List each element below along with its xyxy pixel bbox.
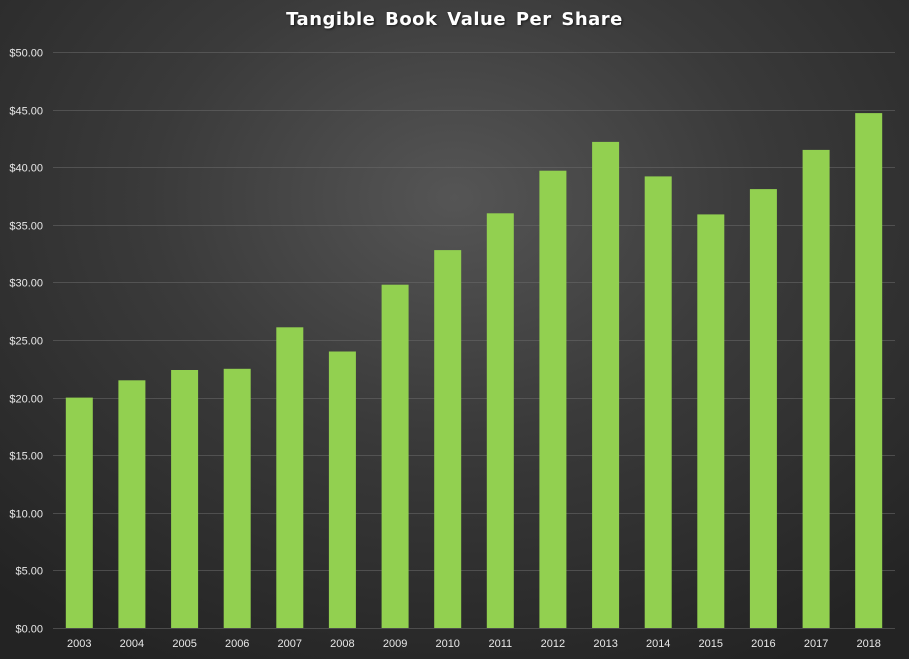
x-tick-label: 2007 (278, 638, 302, 650)
x-tick-label: 2011 (488, 638, 512, 650)
chart-title: Tangible Book Value Per Share (286, 9, 623, 30)
y-tick-label: $10.00 (9, 509, 43, 521)
y-tick-label: $50.00 (9, 48, 43, 60)
bar-2012 (539, 170, 567, 628)
x-tick-label: 2003 (67, 638, 91, 650)
y-tick-label: $5.00 (15, 566, 43, 578)
y-tick-label: $45.00 (9, 106, 43, 118)
bar-2014 (644, 176, 672, 628)
bar-2007 (276, 327, 304, 628)
bar-2006 (223, 368, 251, 628)
y-tick-label: $20.00 (9, 394, 43, 406)
bar-2011 (486, 213, 514, 629)
x-tick-label: 2008 (330, 638, 354, 650)
bar-2009 (381, 284, 409, 628)
x-tick-label: 2005 (172, 638, 196, 650)
bar-2018 (855, 113, 883, 629)
bar-2005 (171, 370, 199, 628)
y-tick-label: $40.00 (9, 163, 43, 175)
y-tick-label: $0.00 (15, 624, 43, 636)
x-tick-label: 2016 (751, 638, 775, 650)
bars (65, 113, 883, 629)
x-tick-label: 2012 (541, 638, 565, 650)
y-tick-label: $25.00 (9, 336, 43, 348)
x-tick-label: 2010 (435, 638, 459, 650)
x-tick-label: 2018 (856, 638, 880, 650)
y-tick-label: $15.00 (9, 451, 43, 463)
x-tick-label: 2014 (646, 638, 670, 650)
bar-2015 (697, 214, 725, 628)
x-tick-label: 2013 (593, 638, 617, 650)
x-tick-label: 2017 (804, 638, 828, 650)
bar-2016 (749, 189, 777, 628)
x-tick-label: 2015 (699, 638, 723, 650)
x-tick-label: 2009 (383, 638, 407, 650)
bar-2008 (328, 351, 356, 628)
y-tick-label: $35.00 (9, 221, 43, 233)
x-tick-label: 2006 (225, 638, 249, 650)
bar-2010 (434, 250, 462, 628)
x-axis-tick-labels: 2003 2004 2005 2006 2007 2008 2009 2010 2011 2012… (67, 638, 881, 650)
bar-2017 (802, 149, 830, 628)
y-axis-tick-labels: $0.00 $5.00 $10.00 $15.00 $20.00 $25.00 $30.00… (9, 48, 43, 636)
x-tick-label: 2004 (120, 638, 144, 650)
bar-2013 (592, 141, 620, 628)
bar-2003 (65, 397, 93, 628)
y-tick-label: $30.00 (9, 278, 43, 290)
bar-2004 (118, 380, 146, 628)
